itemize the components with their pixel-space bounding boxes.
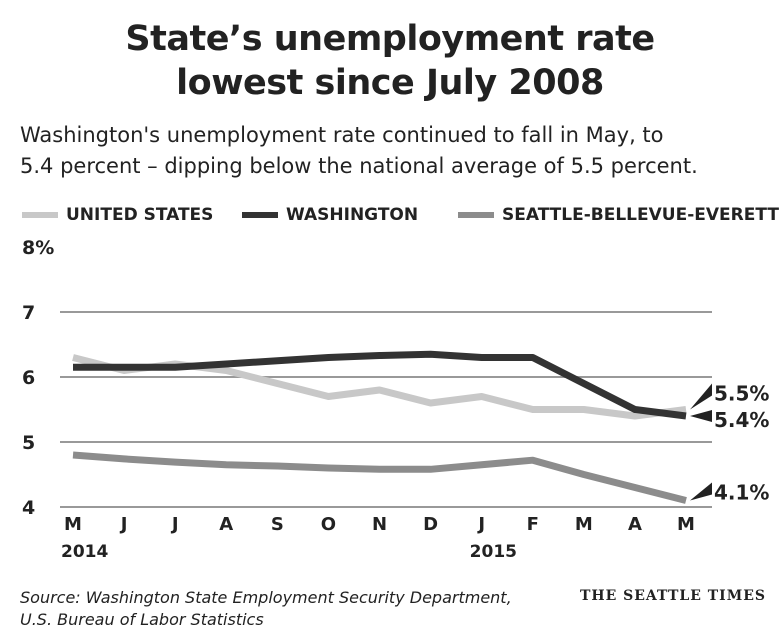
legend-label: WASHINGTON [286,205,419,225]
x-tick-label: J [119,514,128,535]
x-tick-label: M [677,514,695,535]
series-line-seattle-bellevue-everett [72,451,687,504]
y-tick-label: 5 [22,432,35,454]
brand-logo: THE SEATTLE TIMES [579,588,766,604]
chart-title-line1: State’s unemployment rate [125,19,655,59]
series-line-washington [73,350,687,420]
legend-item-washington: WASHINGTON [242,205,418,225]
x-tick-label: J [476,514,485,535]
pointer-icon [690,383,712,410]
y-tick-label: 7 [22,302,35,324]
source-line2: U.S. Bureau of Labor Statistics [20,610,264,629]
source-line1: Source: Washington State Employment Secu… [20,588,512,607]
x-tick-label: F [527,514,539,535]
legend-swatch [458,212,494,218]
x-tick-label: J [170,514,179,535]
y-tick-label: 8% [22,237,54,259]
subtitle-line2: 5.4 percent – dipping below the national… [20,154,698,178]
year-label: 2015 [470,542,517,562]
end-value-label: 4.1% [714,481,769,505]
x-tick-label: N [372,514,387,535]
end-value-label: 5.4% [714,408,769,432]
x-tick-label: S [271,514,284,535]
x-tick-label: O [321,514,336,535]
legend-item-us: UNITED STATES [22,205,213,225]
chart-title-line2: lowest since July 2008 [176,63,604,103]
y-tick-label: 4 [22,497,35,519]
x-tick-label: A [628,514,642,535]
y-tick-label: 6 [22,367,35,389]
pointer-icon [690,410,712,422]
subtitle-line1: Washington's unemployment rate continued… [20,123,664,147]
x-tick-label: M [64,514,82,535]
legend-item-seattle: SEATTLE-BELLEVUE-EVERETT [458,205,779,225]
x-tick-label: D [423,514,438,535]
year-label: 2014 [61,542,108,562]
legend-swatch [22,212,58,218]
pointer-icon [690,482,712,501]
x-tick-label: A [219,514,233,535]
legend-label: UNITED STATES [66,205,214,225]
legend-label: SEATTLE-BELLEVUE-EVERETT [502,205,779,225]
legend-swatch [242,212,278,218]
x-tick-label: M [575,514,593,535]
end-value-label: 5.5% [714,382,769,406]
